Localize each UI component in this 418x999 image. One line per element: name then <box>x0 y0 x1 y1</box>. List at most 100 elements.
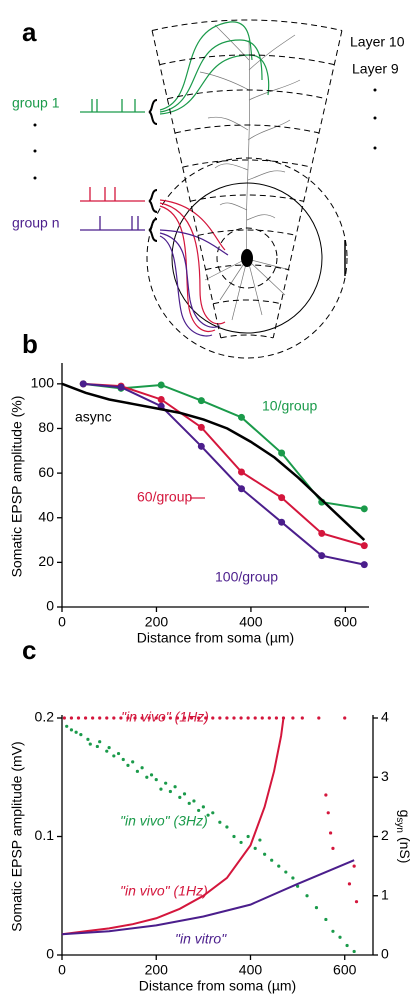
neuron-dendrites <box>199 24 301 321</box>
y2-tick-label: 2 <box>381 827 389 843</box>
scatter-point <box>189 716 194 720</box>
decoration <box>148 189 158 213</box>
scatter-point <box>119 716 123 720</box>
scatter-point <box>225 825 229 829</box>
scatter-point <box>246 834 250 839</box>
scatter-point <box>173 785 177 789</box>
y2-tick-label: 0 <box>381 946 389 962</box>
decoration <box>33 123 37 127</box>
data-point <box>237 413 245 421</box>
scatter-point <box>326 811 330 815</box>
scatter-point <box>314 906 319 910</box>
y-tick-label: 40 <box>38 508 54 524</box>
decoration <box>148 99 158 125</box>
data-point <box>318 552 326 560</box>
data-point <box>237 485 245 493</box>
layer-boundary <box>182 159 312 168</box>
data-point <box>197 397 205 405</box>
decoration <box>207 116 291 181</box>
panel-a: a <box>12 17 405 359</box>
series-line <box>83 382 365 566</box>
scatter-point <box>126 763 130 768</box>
scatter-point <box>246 716 250 720</box>
decoration <box>159 39 263 113</box>
data-point <box>197 423 205 431</box>
fan-edge <box>151 30 222 339</box>
scatter-point <box>345 943 349 948</box>
scatter-point <box>168 716 172 720</box>
data-point <box>157 395 165 403</box>
scatter-point <box>201 805 205 809</box>
scatter-point <box>91 716 95 720</box>
x-tick-label: 200 <box>145 614 169 630</box>
data-point <box>278 449 286 457</box>
decoration <box>33 176 37 180</box>
panel-label: a <box>22 17 37 47</box>
scatter-point <box>324 793 328 797</box>
circle <box>171 182 323 334</box>
series-line <box>61 859 355 936</box>
scatter-point <box>253 846 257 850</box>
decoration <box>148 218 158 242</box>
scatter-point <box>126 716 130 720</box>
scatter-point <box>204 716 208 720</box>
layer-boundary <box>205 264 289 271</box>
series-label: 10/group <box>262 398 317 414</box>
scatter-point <box>347 882 352 886</box>
decoration <box>245 39 251 259</box>
scatter-point <box>131 760 135 764</box>
scatter-point <box>98 740 102 744</box>
scatter-point <box>232 716 236 720</box>
y2-tick-label: 1 <box>381 886 389 902</box>
y2-title-symbol: g <box>397 810 413 818</box>
scatter-point <box>121 757 125 762</box>
scatter-point <box>305 894 309 898</box>
decoration <box>159 229 229 337</box>
scatter-point <box>182 716 187 720</box>
scatter-point <box>338 935 342 939</box>
y2-title-subscript: syn <box>394 817 405 833</box>
layer-boundary <box>151 19 343 31</box>
scatter-point <box>69 728 74 732</box>
series-label: "in vivo" (1Hz) <box>121 709 209 725</box>
y2-tick-label: 4 <box>381 709 389 725</box>
scatter-point <box>343 716 347 720</box>
series-label: 100/group <box>215 569 278 585</box>
series-line <box>61 382 366 541</box>
spike-trains <box>80 99 145 231</box>
decoration <box>199 24 301 101</box>
x-tick-label: 0 <box>58 962 66 978</box>
data-point <box>157 381 165 389</box>
series-label: async <box>75 409 112 425</box>
scatter-point <box>211 811 215 815</box>
y-tick-label: 100 <box>31 375 55 391</box>
series-label: "in vivo" (1Hz) <box>120 883 208 899</box>
data-point <box>197 442 205 450</box>
y-tick-label: 0.1 <box>35 827 55 843</box>
scatter-point <box>218 716 222 720</box>
scatter-point <box>154 716 158 720</box>
scatter-point <box>145 775 149 779</box>
x-axis-title: Distance from soma (µm) <box>137 630 294 646</box>
scatter-point <box>88 742 92 746</box>
scatter-point <box>187 801 191 805</box>
y2-axis-title: gsyn (nS) <box>394 810 413 864</box>
series-label: "in vitro" <box>175 931 227 947</box>
scatter-point <box>69 716 74 720</box>
data-point <box>360 561 368 569</box>
scatter-point <box>140 716 144 720</box>
scatter-point <box>253 716 257 720</box>
data-point <box>360 542 368 550</box>
scatter-point <box>291 716 295 720</box>
scatter-point <box>178 795 182 799</box>
decoration <box>204 259 291 321</box>
data-point <box>278 494 286 502</box>
x-tick-label: 600 <box>333 962 357 978</box>
layer-boundary <box>197 229 297 236</box>
data-point <box>318 529 326 537</box>
scatter-point <box>95 744 99 749</box>
input-fibers <box>159 21 270 337</box>
y-tick-label: 60 <box>38 464 54 480</box>
scatter-point <box>182 792 187 796</box>
